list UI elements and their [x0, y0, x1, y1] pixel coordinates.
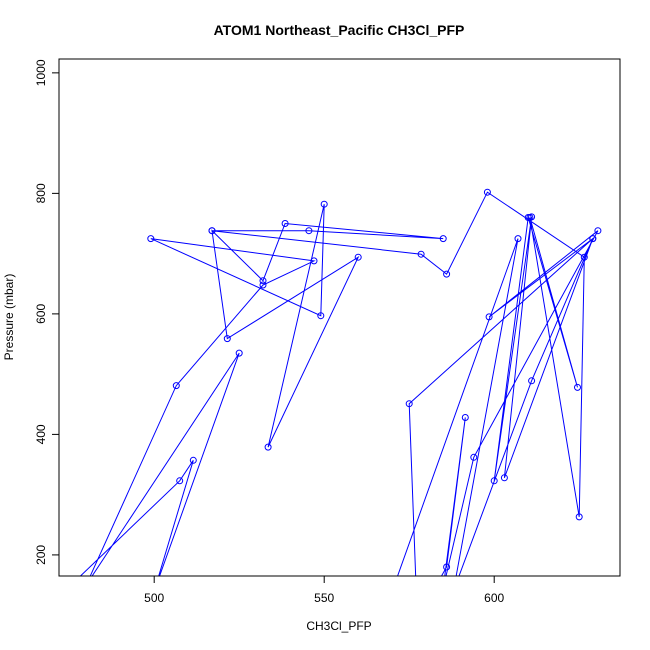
data-point	[264, 443, 272, 451]
data-point	[524, 214, 532, 221]
data-point	[461, 414, 469, 421]
y-tick-label: 600	[34, 304, 48, 324]
data-point	[417, 250, 425, 258]
data-point	[305, 227, 313, 235]
chart-title: ATOM1 Northeast_Pacific CH3Cl_PFP	[214, 22, 465, 38]
data-point	[83, 582, 89, 588]
data-point	[594, 227, 602, 235]
data-point	[514, 235, 522, 243]
y-axis-label: Pressure (mbar)	[2, 274, 16, 361]
x-tick-label: 550	[314, 591, 334, 605]
data-point	[310, 257, 318, 265]
data-point	[589, 235, 597, 243]
data-point	[172, 382, 180, 390]
data-point	[574, 383, 581, 391]
x-axis: 500 550 600	[144, 576, 505, 605]
data-point	[483, 188, 491, 196]
y-tick-label: 800	[34, 183, 48, 203]
plot-area	[49, 188, 602, 606]
data-point	[580, 253, 588, 261]
y-tick-label: 200	[34, 545, 48, 565]
data-point	[259, 281, 267, 289]
data-point	[208, 227, 216, 235]
data-point	[528, 213, 536, 221]
data-point	[528, 377, 536, 385]
data-point	[485, 313, 493, 321]
data-point	[500, 474, 508, 482]
data-point	[49, 600, 55, 606]
data-point	[259, 277, 267, 285]
y-axis: 200 400 600 800 1000	[34, 59, 59, 565]
data-point	[235, 349, 243, 357]
data-point	[575, 513, 583, 521]
data-point	[413, 582, 419, 588]
series-line	[79, 191, 599, 576]
data-point	[443, 270, 451, 278]
data-point	[443, 563, 451, 571]
data-point	[440, 585, 446, 591]
plot-frame	[58, 58, 621, 577]
y-tick-label: 1000	[34, 59, 48, 86]
x-tick-label: 600	[484, 591, 504, 605]
data-point	[389, 588, 395, 594]
data-point	[176, 477, 184, 485]
y-tick-label: 400	[34, 424, 48, 444]
data-point	[405, 400, 413, 408]
data-point	[470, 453, 478, 461]
data-point	[147, 235, 155, 243]
x-axis-label: CH3Cl_PFP	[306, 619, 371, 633]
data-point	[439, 235, 447, 243]
data-point	[281, 220, 289, 227]
data-point	[189, 456, 197, 464]
data-point	[223, 335, 231, 343]
data-point	[320, 200, 328, 208]
data-point	[354, 253, 362, 261]
data-point	[317, 312, 325, 320]
data-point	[450, 588, 456, 594]
x-tick-label: 500	[144, 591, 164, 605]
data-point	[490, 477, 498, 485]
data-point	[433, 582, 439, 588]
data-points	[49, 188, 602, 606]
